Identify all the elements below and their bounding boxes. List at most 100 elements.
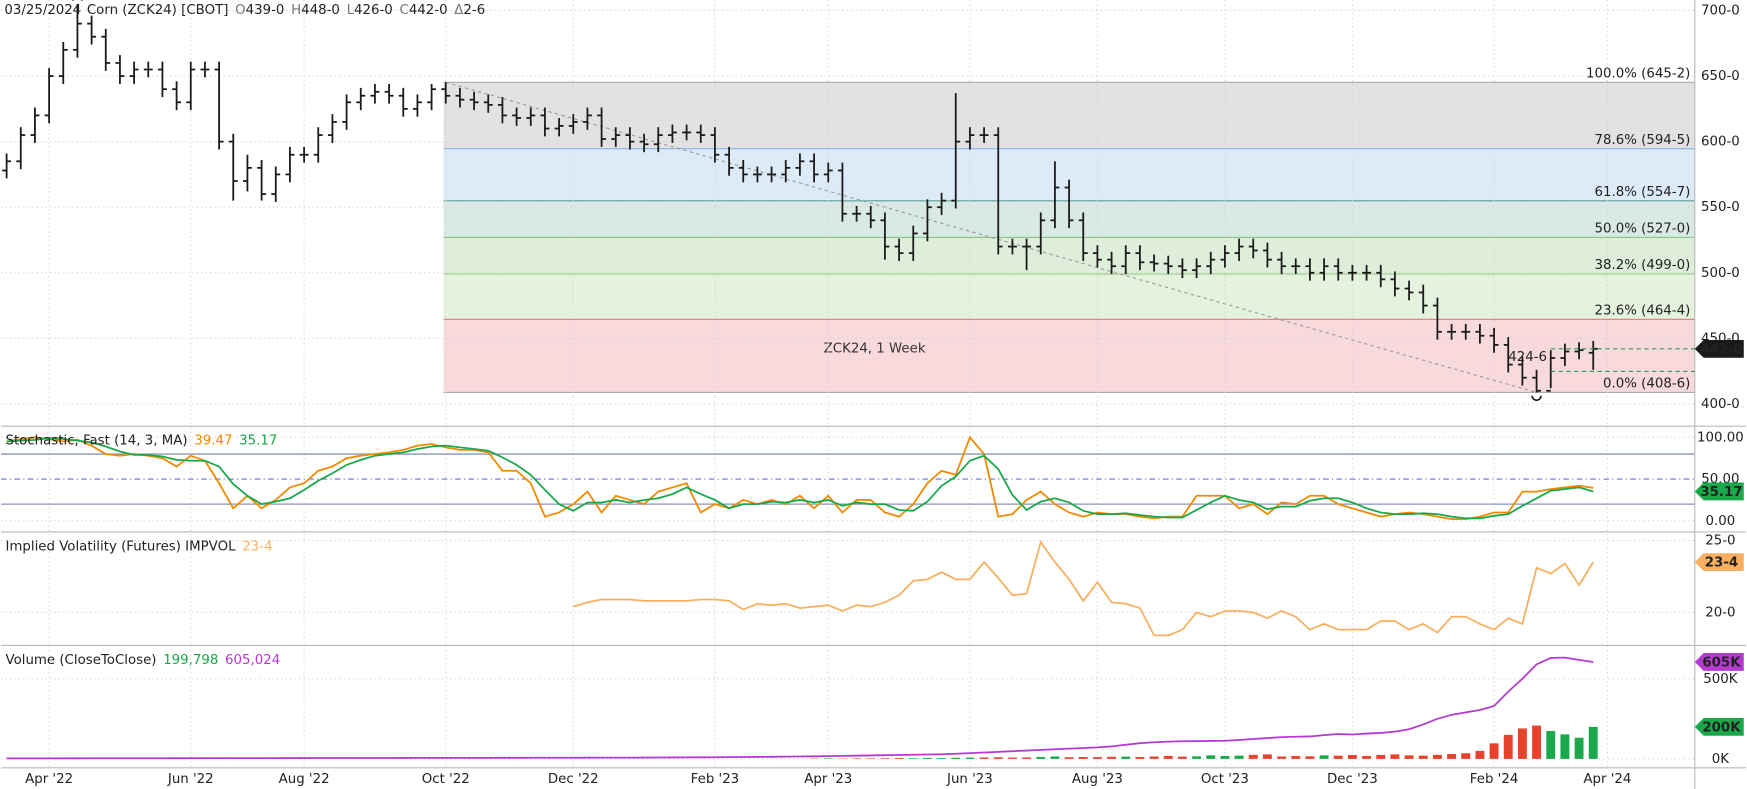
x-tick-label: Apr '22 xyxy=(25,772,73,787)
series-line xyxy=(572,539,1594,637)
volume-bar xyxy=(1248,754,1258,759)
volume-bar xyxy=(1022,757,1032,759)
data-layer xyxy=(2,0,1695,760)
volume-bar xyxy=(1192,756,1202,759)
chart-header: 03/25/2024 Corn (ZCK24) [CBOT] O439-0 H448-… xyxy=(4,3,485,18)
y-tick-label: 100.00 xyxy=(1697,430,1744,445)
fib-label: 38.2% (499-0) xyxy=(1594,258,1690,273)
x-tick-label: Oct '22 xyxy=(422,772,470,787)
background-layer: ZCK24, 1 Week xyxy=(443,81,1695,394)
volume-bar xyxy=(1007,757,1017,759)
y-tick-label: 25-0 xyxy=(1705,534,1735,549)
x-tick-label: Dec '22 xyxy=(548,772,599,787)
low-marker xyxy=(1531,395,1542,402)
volume-bar xyxy=(1546,731,1556,759)
x-tick-label: Dec '23 xyxy=(1327,772,1378,787)
volume-bar xyxy=(1092,757,1102,759)
header-key: Δ xyxy=(454,3,464,18)
volume-bar xyxy=(1291,755,1301,759)
volume-bar xyxy=(1149,756,1159,759)
volume-bar xyxy=(1390,754,1400,759)
value-badge xyxy=(1694,717,1744,736)
volume-bar xyxy=(1347,755,1357,759)
header-value: 448-0 xyxy=(301,3,340,18)
value-badge xyxy=(1694,482,1744,501)
volume-bar xyxy=(951,757,961,759)
panel-title: Volume (CloseToClose) xyxy=(5,653,156,668)
value-badge-label: 605K xyxy=(1702,656,1741,671)
value-badge xyxy=(1694,553,1744,572)
volume-bar xyxy=(993,757,1003,759)
grid-layer xyxy=(1,0,1695,768)
trend-line xyxy=(445,81,1537,393)
volume-bar xyxy=(1206,755,1216,759)
fib-band xyxy=(443,274,1695,320)
fib-label: 0.0% (408-6) xyxy=(1603,377,1690,392)
value-badge xyxy=(1694,339,1744,358)
y-tick-label: 550-0 xyxy=(1701,200,1740,215)
series-line xyxy=(6,437,1594,520)
fib-label: 61.8% (554-7) xyxy=(1594,185,1690,200)
x-tick-label: Apr '24 xyxy=(1583,772,1631,787)
y-tick-label: 500K xyxy=(1703,672,1738,687)
x-tick-label: Feb '24 xyxy=(1470,772,1519,787)
y-tick-label: 700-0 xyxy=(1701,3,1740,18)
volume-bar xyxy=(1333,755,1343,759)
value-badge xyxy=(1694,653,1744,671)
volume-bar xyxy=(908,758,918,759)
value-badge-label: 442-0 xyxy=(1700,342,1743,357)
header-value: 442-0 xyxy=(409,3,448,18)
legend-value: 605,024 xyxy=(225,653,280,668)
volume-bar xyxy=(1234,755,1244,759)
volume-bar xyxy=(1517,728,1527,759)
y-tick-label: 600-0 xyxy=(1701,135,1740,150)
value-badge-label: 200K xyxy=(1702,720,1741,735)
volume-bar xyxy=(1418,755,1428,759)
volume-bar xyxy=(1560,734,1570,759)
legend-value: 39.47 xyxy=(194,434,232,449)
y-tick-label: 20-0 xyxy=(1705,605,1735,620)
volume-bar xyxy=(1078,756,1088,759)
volume-bar xyxy=(979,757,989,759)
volume-bar xyxy=(1461,753,1471,759)
volume-bar xyxy=(880,758,890,759)
volume-bar xyxy=(1447,754,1457,759)
legend-value: 35.17 xyxy=(239,434,277,449)
volume-bar xyxy=(1404,755,1414,759)
y-tick-label: 0K xyxy=(1712,752,1730,767)
x-tick-label: Apr '23 xyxy=(804,772,852,787)
volume-bar xyxy=(1503,734,1513,759)
header-value: 426-0 xyxy=(354,3,393,18)
x-tick-label: Aug '23 xyxy=(1072,772,1123,787)
y-tick-label: 0.00 xyxy=(1706,514,1736,529)
x-tick-label: Jun '22 xyxy=(167,772,214,787)
volume-bar xyxy=(1588,726,1598,759)
x-tick-label: Feb '23 xyxy=(691,772,740,787)
panel-header: Stochastic, Fast (14, 3, MA) 39.47 35.17 xyxy=(5,434,277,449)
header-key: O xyxy=(235,3,246,18)
volume-bar xyxy=(1432,754,1442,759)
series-line xyxy=(6,656,1594,760)
x-tick-label: Aug '22 xyxy=(279,772,330,787)
volume-bar xyxy=(1036,756,1046,759)
value-badge-label: 23-4 xyxy=(1705,556,1738,571)
panel-header: Implied Volatility (Futures) IMPVOL 23-4 xyxy=(5,539,272,554)
fib-label: 100.0% (645-2) xyxy=(1586,66,1690,81)
volume-bar xyxy=(1135,756,1145,759)
volume-bar xyxy=(965,757,975,759)
volume-bar xyxy=(1319,755,1329,759)
volume-bar xyxy=(1220,755,1230,759)
header-value: 439-0 xyxy=(246,3,285,18)
x-tick-label: Jun '23 xyxy=(946,772,993,787)
panel-title: Stochastic, Fast (14, 3, MA) xyxy=(5,434,187,449)
fib-band xyxy=(443,319,1695,393)
header-key: L xyxy=(347,3,355,18)
fib-label: 50.0% (527-0) xyxy=(1594,221,1690,236)
volume-bar xyxy=(937,758,947,759)
annotation-label: 424-6 xyxy=(1508,350,1547,365)
volume-bar xyxy=(1277,756,1287,759)
legend-value: 23-4 xyxy=(242,539,272,554)
panel-title: Implied Volatility (Futures) IMPVOL xyxy=(5,539,236,554)
